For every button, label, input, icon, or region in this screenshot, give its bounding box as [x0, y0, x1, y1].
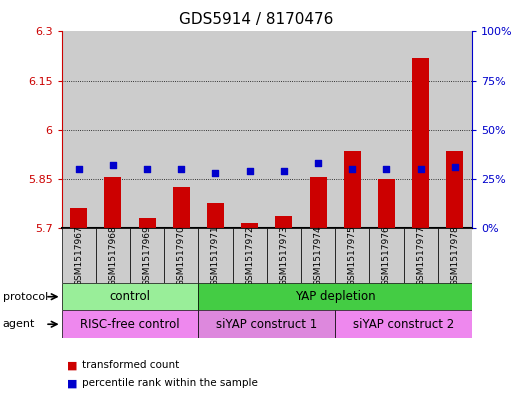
Bar	[344, 151, 361, 228]
Text: siYAP construct 2: siYAP construct 2	[353, 318, 454, 331]
Text: YAP depletion: YAP depletion	[295, 290, 376, 303]
Text: GDS5914 / 8170476: GDS5914 / 8170476	[180, 12, 333, 27]
Bar	[446, 151, 463, 228]
Text: siYAP construct 1: siYAP construct 1	[216, 318, 318, 331]
Bar	[438, 31, 472, 228]
Bar	[130, 31, 164, 228]
Text: RISC-free control: RISC-free control	[80, 318, 180, 331]
Point	[177, 166, 185, 172]
Text: GSM1517974: GSM1517974	[313, 225, 323, 286]
Bar	[199, 31, 232, 228]
Text: GSM1517977: GSM1517977	[416, 225, 425, 286]
FancyBboxPatch shape	[164, 228, 199, 283]
Bar	[70, 208, 87, 228]
Point	[74, 166, 83, 172]
Bar	[232, 31, 267, 228]
FancyBboxPatch shape	[62, 228, 96, 283]
Bar	[207, 203, 224, 228]
Bar	[164, 31, 199, 228]
Text: percentile rank within the sample: percentile rank within the sample	[82, 378, 258, 388]
Point	[348, 166, 357, 172]
Point	[211, 170, 220, 176]
Bar	[404, 31, 438, 228]
Text: agent: agent	[3, 319, 35, 329]
Text: GSM1517975: GSM1517975	[348, 225, 357, 286]
Text: ■: ■	[67, 378, 77, 388]
Point	[451, 164, 459, 170]
FancyBboxPatch shape	[199, 228, 232, 283]
Bar	[275, 217, 292, 228]
FancyBboxPatch shape	[232, 228, 267, 283]
Bar	[369, 31, 404, 228]
Bar	[309, 177, 327, 228]
Bar	[412, 58, 429, 228]
Point	[280, 168, 288, 174]
Bar	[173, 187, 190, 228]
Point	[417, 166, 425, 172]
Point	[382, 166, 390, 172]
FancyBboxPatch shape	[199, 310, 335, 338]
Bar	[378, 180, 395, 228]
FancyBboxPatch shape	[62, 283, 199, 310]
Text: transformed count: transformed count	[82, 360, 180, 371]
FancyBboxPatch shape	[301, 228, 335, 283]
Text: ■: ■	[67, 360, 77, 371]
FancyBboxPatch shape	[267, 228, 301, 283]
Bar	[104, 177, 122, 228]
FancyBboxPatch shape	[62, 310, 199, 338]
FancyBboxPatch shape	[438, 228, 472, 283]
Text: GSM1517967: GSM1517967	[74, 225, 83, 286]
Text: GSM1517968: GSM1517968	[108, 225, 117, 286]
Text: control: control	[109, 290, 150, 303]
Text: GSM1517970: GSM1517970	[177, 225, 186, 286]
Bar	[241, 223, 258, 228]
FancyBboxPatch shape	[335, 228, 369, 283]
FancyBboxPatch shape	[96, 228, 130, 283]
FancyBboxPatch shape	[130, 228, 164, 283]
FancyBboxPatch shape	[369, 228, 404, 283]
Bar	[96, 31, 130, 228]
Text: GSM1517973: GSM1517973	[280, 225, 288, 286]
Bar	[301, 31, 335, 228]
Text: GSM1517976: GSM1517976	[382, 225, 391, 286]
Text: GSM1517978: GSM1517978	[450, 225, 459, 286]
Point	[109, 162, 117, 168]
Bar	[139, 218, 155, 228]
Bar	[62, 31, 96, 228]
Point	[246, 168, 254, 174]
Text: GSM1517971: GSM1517971	[211, 225, 220, 286]
Point	[314, 160, 322, 166]
FancyBboxPatch shape	[335, 310, 472, 338]
Text: GSM1517969: GSM1517969	[143, 225, 151, 286]
FancyBboxPatch shape	[199, 283, 472, 310]
Text: GSM1517972: GSM1517972	[245, 225, 254, 286]
Point	[143, 166, 151, 172]
Bar	[267, 31, 301, 228]
Text: protocol: protocol	[3, 292, 48, 302]
FancyBboxPatch shape	[404, 228, 438, 283]
Bar	[335, 31, 369, 228]
